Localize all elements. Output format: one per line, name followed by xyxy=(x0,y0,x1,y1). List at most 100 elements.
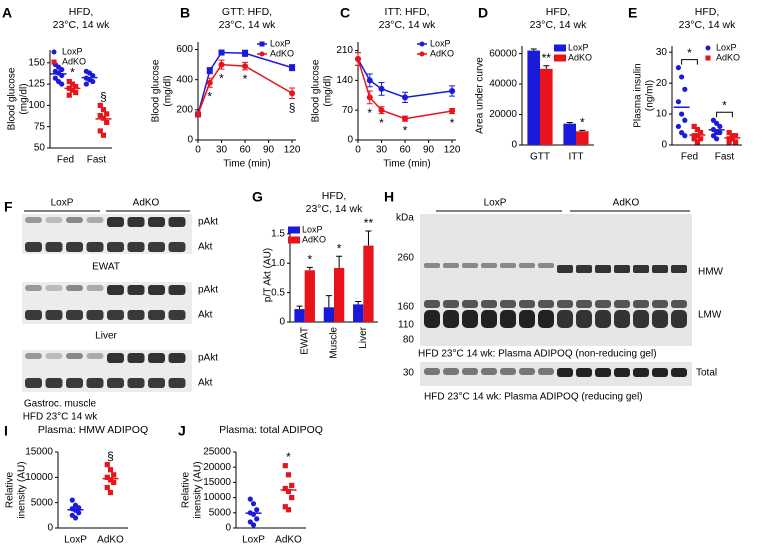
y-tick-label: 0.5 xyxy=(271,287,285,298)
data-point xyxy=(285,507,292,513)
row-label: Akt xyxy=(198,310,213,321)
y-tick-label: 0 xyxy=(511,140,517,151)
blot-band xyxy=(424,368,440,375)
y-axis-label: Blood glucose xyxy=(311,59,322,122)
error-bar xyxy=(566,121,573,124)
row-label: pAkt xyxy=(198,217,218,228)
data-point xyxy=(97,128,103,134)
data-line xyxy=(357,58,453,99)
blot-band xyxy=(25,242,42,252)
x-tick-label: LoxP xyxy=(64,535,87,546)
band-label: Total xyxy=(696,368,717,379)
data-point xyxy=(697,136,704,142)
blot-band xyxy=(614,300,630,308)
x-tick-label: EWAT xyxy=(299,327,310,355)
blot-band xyxy=(652,310,668,328)
blot-band xyxy=(633,310,649,328)
panel-letter: J xyxy=(178,423,186,439)
bar xyxy=(363,245,374,322)
data-point xyxy=(242,63,249,70)
blot-band xyxy=(652,368,668,377)
blot-band xyxy=(25,378,42,388)
y-tick-label: 0 xyxy=(47,523,53,534)
y-tick-label: 20000 xyxy=(489,109,517,120)
blot-band xyxy=(168,217,186,227)
data-point xyxy=(449,88,456,94)
data-point xyxy=(69,87,76,93)
y-axis-label: inensity (AU) xyxy=(17,461,28,518)
blot-band xyxy=(148,285,165,295)
data-point xyxy=(59,81,65,87)
y-tick-label: 5000 xyxy=(31,497,54,508)
blot-band xyxy=(107,353,124,363)
data-point xyxy=(682,133,688,139)
blot-band xyxy=(576,368,592,377)
bar xyxy=(323,307,334,322)
chart-title: Plasma: HMW ADIPOQ xyxy=(38,424,148,436)
x-tick-label: Fast xyxy=(87,155,107,166)
significance-label: * xyxy=(70,66,75,80)
data-point xyxy=(694,139,700,145)
data-point xyxy=(104,111,110,117)
legend-marker xyxy=(259,41,265,47)
x-axis-label: Time (min) xyxy=(223,159,270,170)
data-point xyxy=(83,81,89,87)
data-point xyxy=(100,132,107,138)
panel-letter: E xyxy=(628,5,637,21)
data-line xyxy=(357,58,453,120)
blot-band xyxy=(671,300,687,308)
data-point xyxy=(729,133,735,139)
bar xyxy=(540,68,553,145)
panel-letter: C xyxy=(340,5,350,21)
blot-band xyxy=(538,263,554,268)
y-axis-label: Blood glucose xyxy=(151,59,162,122)
group-label: AdKO xyxy=(613,198,640,209)
y-tick-label: 125 xyxy=(28,79,45,90)
blot-band xyxy=(538,310,554,328)
blot-band xyxy=(614,310,630,328)
y-axis-label: Area under curve xyxy=(475,57,486,134)
y-tick-label: 1.5 xyxy=(271,229,285,240)
chart-title: HFD, xyxy=(546,6,571,18)
chart-title: 23°C, 14 wk xyxy=(679,19,736,31)
data-point xyxy=(714,120,720,126)
blot-band xyxy=(86,310,104,320)
data-point xyxy=(691,136,697,142)
data-point xyxy=(250,522,257,528)
legend-label: LoxP xyxy=(716,42,737,52)
significance-label: § xyxy=(100,90,107,104)
x-tick-label: LoxP xyxy=(242,535,265,546)
y-axis-label: p/T Akt (AU) xyxy=(263,248,274,302)
blot-band xyxy=(595,368,611,377)
blot-band xyxy=(557,265,573,273)
panel-letter: D xyxy=(478,5,488,21)
bar xyxy=(527,50,540,145)
chart-title: 23°C, 14 wk xyxy=(530,19,587,31)
x-tick-label: 0 xyxy=(195,145,201,156)
chart-title: ITT: HFD, xyxy=(385,6,430,18)
data-point xyxy=(366,77,373,84)
data-point xyxy=(729,136,735,142)
y-tick-label: 75 xyxy=(34,121,46,132)
data-point xyxy=(104,119,110,126)
y-tick-label: 0 xyxy=(187,135,193,146)
data-point xyxy=(285,488,292,495)
row-label: Akt xyxy=(198,242,213,253)
blot-band xyxy=(424,310,440,328)
x-tick-label: ITT xyxy=(569,152,584,163)
blot-band xyxy=(86,217,104,223)
error-bar xyxy=(543,65,550,69)
blot-band xyxy=(107,378,124,388)
panel-letter: I xyxy=(4,423,8,439)
data-point xyxy=(289,495,295,501)
y-tick-label: 600 xyxy=(176,44,193,55)
blot-band xyxy=(557,310,573,328)
legend-marker xyxy=(705,55,711,61)
x-tick-label: 30 xyxy=(216,145,228,156)
panel-letter: G xyxy=(252,189,263,205)
data-point xyxy=(682,86,688,92)
data-point xyxy=(90,72,96,79)
data-point xyxy=(691,123,697,130)
y-tick-label: 15000 xyxy=(203,477,231,488)
